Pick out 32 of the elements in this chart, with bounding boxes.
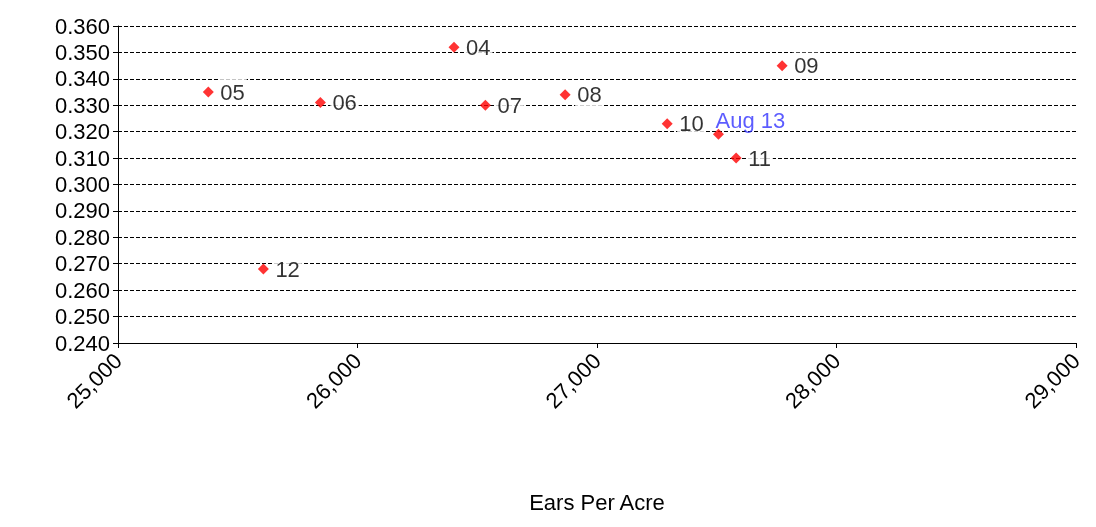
- y-tick-label: 0.340: [54, 66, 110, 92]
- y-tick-label: 0.360: [54, 13, 110, 39]
- annotation: 07: [497, 92, 522, 118]
- x-axis-title: Ears Per Acre: [529, 489, 665, 515]
- y-tick-label: 0.260: [54, 277, 110, 303]
- annotation: 06: [332, 90, 357, 116]
- y-tick-label: 0.250: [54, 304, 110, 330]
- annotation: 08: [577, 82, 602, 108]
- point: [448, 41, 460, 53]
- annotation: 11: [748, 145, 771, 171]
- point: [559, 89, 571, 101]
- point: [479, 99, 491, 111]
- point: [776, 60, 788, 72]
- annotation: 04: [466, 34, 491, 60]
- annotation: 09: [794, 53, 819, 79]
- y-tick-label: 0.310: [54, 145, 110, 171]
- y-tick-label: 0.320: [54, 119, 110, 145]
- y-tick-label: 0.280: [54, 224, 110, 250]
- point: [730, 152, 742, 164]
- y-tick-label: 0.300: [54, 172, 110, 197]
- y-tick-label: 0.290: [54, 198, 110, 224]
- point: [257, 263, 269, 275]
- y-tick-label: 0.270: [54, 251, 110, 277]
- annotation: 12: [275, 256, 300, 282]
- annotation: 10: [679, 111, 704, 137]
- point: [314, 97, 326, 109]
- point: [661, 118, 673, 130]
- point: [202, 86, 214, 98]
- y-tick-label: 0.350: [54, 39, 110, 65]
- y-tick-label: 0.330: [54, 92, 110, 118]
- series-label: Aug 13: [715, 108, 786, 134]
- annotation: 05: [220, 79, 245, 105]
